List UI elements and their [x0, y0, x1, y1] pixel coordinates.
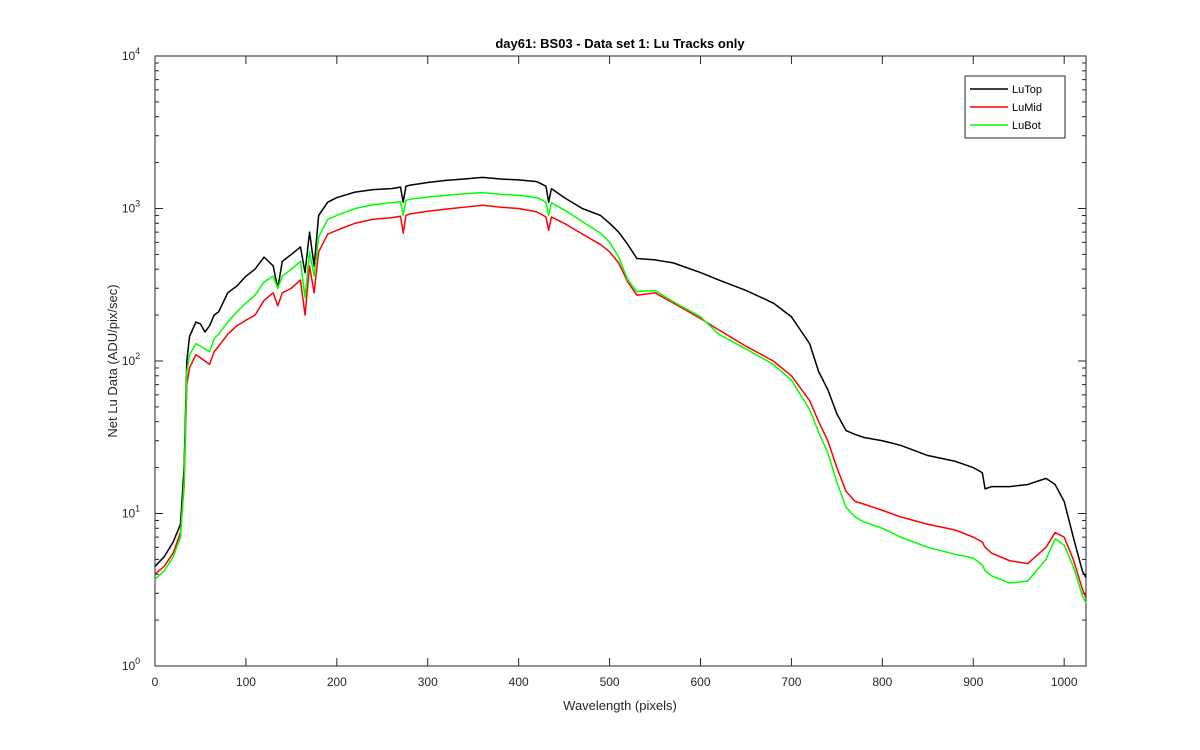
x-tick-label: 500	[600, 675, 620, 689]
y-tick-label-exponent: 4	[135, 46, 140, 56]
y-tick-label: 103	[122, 199, 140, 216]
y-tick-label-base: 10	[122, 49, 136, 63]
series-layer	[154, 176, 1087, 604]
legend-label: LuMid	[1012, 102, 1042, 114]
y-tick-label-base: 10	[122, 507, 136, 521]
y-tick-label-exponent: 3	[135, 199, 140, 209]
legend-label: LuBot	[1012, 120, 1041, 132]
legend-label: LuTop	[1012, 84, 1042, 96]
y-tick-label: 101	[122, 504, 140, 521]
x-tick-label: 700	[781, 675, 801, 689]
y-tick-label-base: 10	[122, 354, 136, 368]
x-axis-label: Wavelength (pixels)	[563, 698, 677, 713]
x-tick-label: 1000	[1051, 675, 1078, 689]
x-tick-label: 900	[963, 675, 983, 689]
series-line-lutop	[154, 176, 1087, 578]
y-tick-label: 104	[122, 46, 140, 63]
y-tick-label-base: 10	[122, 659, 136, 673]
legend: LuTop LuMid LuBot	[964, 75, 1066, 139]
y-axis-label: Net Lu Data (ADU/pix/sec)	[105, 284, 120, 437]
x-tick-label: 300	[418, 675, 438, 689]
y-tick-label-exponent: 1	[135, 504, 140, 514]
x-tick-label: 800	[872, 675, 892, 689]
y-tick-label-exponent: 2	[135, 351, 140, 361]
y-tick-label-exponent: 0	[135, 656, 140, 666]
x-tick-label: 400	[509, 675, 529, 689]
series-line-lubot	[154, 191, 1087, 604]
y-tick-label: 102	[122, 351, 140, 368]
series-line-lumid	[154, 204, 1087, 599]
x-tick-label: 200	[327, 675, 347, 689]
x-tick-label: 0	[152, 675, 159, 689]
x-tick-label: 600	[690, 675, 710, 689]
x-tick-label: 100	[236, 675, 256, 689]
y-tick-label-base: 10	[122, 202, 136, 216]
chart-title: day61: BS03 - Data set 1: Lu Tracks only	[495, 36, 745, 51]
y-tick-label: 100	[122, 656, 140, 673]
plot-area	[154, 55, 1087, 667]
axis-ticks: 0 100 200 300 400 500 600 700 800 900 100010010110…	[122, 46, 1086, 689]
